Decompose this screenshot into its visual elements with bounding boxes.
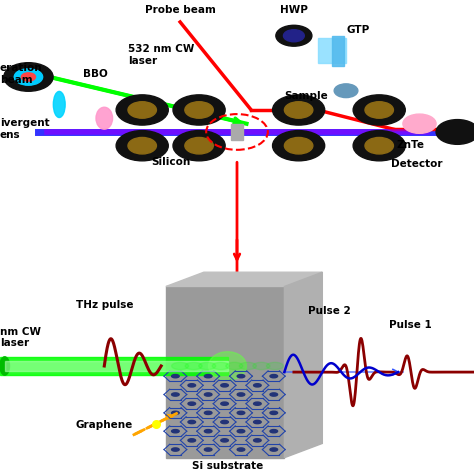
Ellipse shape [209, 352, 246, 380]
Circle shape [188, 439, 196, 442]
Bar [332, 36, 344, 66]
Circle shape [239, 362, 256, 370]
Circle shape [128, 102, 156, 118]
Circle shape [266, 362, 283, 370]
Ellipse shape [96, 107, 113, 129]
Text: Graphene: Graphene [76, 420, 133, 430]
Circle shape [128, 137, 156, 154]
Text: GTP: GTP [346, 25, 369, 35]
Polygon shape [166, 286, 284, 458]
Circle shape [403, 114, 436, 133]
Circle shape [270, 374, 278, 378]
Circle shape [204, 393, 212, 396]
Circle shape [353, 95, 405, 125]
Circle shape [254, 402, 261, 405]
Text: Silicon: Silicon [151, 157, 190, 167]
Circle shape [226, 362, 243, 370]
Point [153, 420, 160, 428]
Circle shape [253, 362, 270, 370]
Circle shape [273, 95, 325, 125]
Text: ivergent
ens: ivergent ens [0, 118, 50, 140]
Circle shape [172, 393, 179, 396]
Circle shape [284, 102, 313, 118]
Circle shape [221, 402, 228, 405]
Circle shape [173, 131, 225, 161]
Circle shape [173, 95, 225, 125]
Circle shape [254, 420, 261, 424]
Circle shape [21, 73, 36, 81]
Circle shape [172, 362, 189, 370]
Circle shape [185, 102, 213, 118]
Circle shape [270, 393, 278, 396]
Circle shape [116, 95, 168, 125]
Circle shape [185, 137, 213, 154]
Circle shape [172, 429, 179, 433]
Circle shape [270, 411, 278, 414]
Circle shape [254, 439, 261, 442]
Circle shape [212, 362, 229, 370]
Bar [0, 357, 228, 375]
Circle shape [188, 384, 196, 387]
Ellipse shape [53, 91, 65, 118]
Circle shape [237, 393, 245, 396]
Polygon shape [284, 272, 322, 458]
Circle shape [221, 439, 228, 442]
Text: Si substrate: Si substrate [192, 461, 263, 471]
Circle shape [353, 131, 405, 161]
Text: Pulse 1: Pulse 1 [389, 320, 431, 330]
Text: Pulse 2: Pulse 2 [308, 306, 351, 316]
Circle shape [204, 429, 212, 433]
Circle shape [188, 402, 196, 405]
Circle shape [237, 374, 245, 378]
Circle shape [185, 362, 202, 370]
Circle shape [221, 420, 228, 424]
Circle shape [199, 362, 216, 370]
Circle shape [334, 84, 358, 98]
Circle shape [365, 102, 393, 118]
Circle shape [276, 25, 312, 46]
Text: nm CW
laser: nm CW laser [0, 327, 41, 348]
Circle shape [204, 411, 212, 414]
Circle shape [270, 448, 278, 451]
Circle shape [172, 411, 179, 414]
Bar [318, 38, 346, 63]
Circle shape [237, 448, 245, 451]
Text: Probe beam: Probe beam [145, 6, 216, 16]
Text: ZnTe: ZnTe [396, 140, 424, 150]
Circle shape [284, 137, 313, 154]
Text: THz pulse: THz pulse [75, 300, 133, 310]
Circle shape [14, 69, 43, 85]
Circle shape [436, 119, 474, 144]
Text: HWP: HWP [280, 6, 308, 16]
Circle shape [273, 131, 325, 161]
Text: BBO: BBO [83, 69, 108, 79]
Bar [231, 124, 243, 140]
Bar [5, 361, 228, 371]
Circle shape [283, 30, 304, 42]
Circle shape [221, 384, 228, 387]
Circle shape [4, 63, 53, 91]
Text: Sample: Sample [284, 91, 328, 100]
Circle shape [116, 131, 168, 161]
Circle shape [365, 137, 393, 154]
Polygon shape [166, 272, 322, 286]
Circle shape [172, 374, 179, 378]
Circle shape [237, 429, 245, 433]
Text: 532 nm CW
laser: 532 nm CW laser [128, 44, 194, 65]
Circle shape [204, 448, 212, 451]
Ellipse shape [0, 357, 9, 375]
Circle shape [254, 384, 261, 387]
Text: Detector: Detector [392, 159, 443, 169]
Circle shape [188, 420, 196, 424]
Circle shape [237, 411, 245, 414]
Circle shape [204, 374, 212, 378]
Circle shape [270, 429, 278, 433]
Text: eration
beam: eration beam [0, 63, 43, 85]
Circle shape [172, 448, 179, 451]
